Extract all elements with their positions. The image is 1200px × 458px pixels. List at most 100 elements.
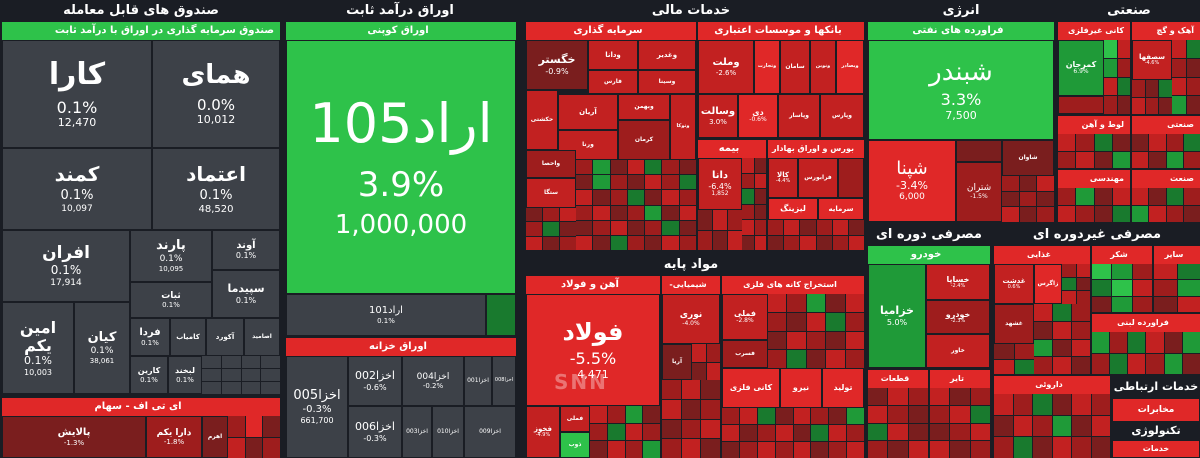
tile-ghshahd[interactable]: غشهد bbox=[994, 304, 1034, 344]
tile-sabat[interactable]: ثبات 0.1% bbox=[130, 282, 212, 318]
tile-vpasar[interactable]: وپاسار bbox=[778, 94, 820, 138]
tile-kamarjan[interactable]: کمرجان 6.9% bbox=[1058, 40, 1104, 96]
tile-kerman[interactable]: کرمان bbox=[618, 120, 670, 160]
tile-akord[interactable]: آکورد bbox=[206, 318, 244, 356]
tile-akhza001[interactable]: اخزا001 bbox=[464, 356, 492, 406]
tile-vsina[interactable]: وسینا bbox=[638, 70, 696, 94]
insurance-small-tiles-2 bbox=[698, 210, 742, 250]
tile-dana[interactable]: دانا -6.4% 1,852 bbox=[698, 158, 742, 210]
tile-karin[interactable]: کارین 0.1% bbox=[130, 356, 168, 394]
tile-arya[interactable]: آریا bbox=[662, 344, 692, 380]
tile-amin-yekom[interactable]: امین یکم 0.1% 10,003 bbox=[2, 302, 74, 394]
tile-metal-mineral[interactable]: کانی فلزی bbox=[722, 368, 780, 408]
group-title-treasury-bonds: اوراق خزانه bbox=[286, 338, 516, 356]
tile-foolad[interactable]: فولاد -5.5% 4,471 bbox=[526, 294, 660, 406]
tile-khgostar[interactable]: خگستر -0.9% bbox=[526, 40, 588, 90]
tile-khodro[interactable]: خودرو -2.3% bbox=[926, 300, 990, 334]
tile-day[interactable]: دی -0.6% bbox=[738, 94, 778, 138]
insurance-small-tiles bbox=[742, 158, 766, 250]
tile-avand[interactable]: آوند 0.1% bbox=[212, 230, 280, 270]
group-title-other: سایر bbox=[1154, 246, 1200, 264]
tile-kala[interactable]: کالا -4.4% bbox=[768, 158, 798, 198]
tile-vdana[interactable]: ودانا bbox=[588, 40, 638, 70]
tile-arad101[interactable]: اراد101 0.1% bbox=[286, 294, 486, 336]
tile-akhza005[interactable]: اخزا005 -0.3% 661,700 bbox=[286, 356, 348, 458]
tile-vahsa[interactable]: واحصا bbox=[526, 150, 576, 178]
tile-ghdasht[interactable]: غدشت 0.6% bbox=[994, 264, 1034, 304]
tile-exchange-other[interactable] bbox=[838, 158, 864, 198]
tile-labkhand[interactable]: لبخند 0.1% bbox=[168, 356, 202, 394]
tile-shetran[interactable]: شتران -1.5% bbox=[956, 162, 1002, 222]
tile-kian[interactable]: کیان 0.1% 38,061 bbox=[74, 302, 130, 394]
ceramic-small-tiles bbox=[1132, 188, 1200, 222]
tile-akhza010[interactable]: اخزا010 bbox=[432, 406, 464, 458]
tile-khsapa[interactable]: خساپا -2.4% bbox=[926, 264, 990, 300]
tile-zob[interactable]: ذوب bbox=[560, 432, 590, 458]
tile-akhza008[interactable]: اخزا008 bbox=[492, 356, 516, 406]
tile-akhza004[interactable]: اخزا004 -0.2% bbox=[402, 356, 464, 406]
tile-farabourse[interactable]: فرابورس bbox=[798, 158, 838, 198]
section-title-technology: تکنولوژی bbox=[1112, 422, 1200, 440]
tile-fsorb[interactable]: فسرب bbox=[722, 340, 768, 368]
tile-etemad[interactable]: اعتماد 0.1% 48,520 bbox=[152, 148, 280, 230]
tile-akhza003[interactable]: اخزا003 bbox=[402, 406, 432, 458]
tile-arian[interactable]: آریان bbox=[558, 94, 618, 130]
tile-fmeli[interactable]: فملی -2.8% bbox=[722, 294, 768, 340]
tile-dara-yekom[interactable]: دارا یکم -1.8% bbox=[146, 416, 202, 458]
tile-vbsader[interactable]: وبصادر bbox=[836, 40, 864, 94]
tile-palayesh[interactable]: پالایش -1.3% bbox=[2, 416, 146, 458]
tile-ahrom[interactable]: اهرم bbox=[202, 416, 228, 458]
tile-shavan[interactable]: شاوان bbox=[1002, 140, 1054, 176]
exchange-small-tiles bbox=[768, 220, 864, 250]
tile-homay[interactable]: همای 0.0% 10,012 bbox=[152, 40, 280, 148]
tile-zagros[interactable]: زاگرس bbox=[1034, 264, 1062, 304]
tile-vbahman[interactable]: وبهمن bbox=[618, 94, 670, 120]
tile-vpars[interactable]: وپارس bbox=[820, 94, 864, 138]
tile-vsalat[interactable]: وسالت 3.0% bbox=[698, 94, 738, 138]
tile-kamand[interactable]: کمند 0.1% 10,097 bbox=[2, 148, 152, 230]
tile-vghadir[interactable]: وغدیر bbox=[638, 40, 696, 70]
tile-coupon-other[interactable] bbox=[486, 294, 516, 336]
tile-vnovin[interactable]: ونوین bbox=[810, 40, 836, 94]
group-industry: صنعتی bbox=[1132, 116, 1200, 168]
tile-vtoka[interactable]: وتوکا bbox=[670, 94, 696, 160]
tile-kara[interactable]: کارا 0.1% 12,470 bbox=[2, 40, 152, 148]
tile-production[interactable]: تولید bbox=[822, 368, 864, 408]
tile-akhza006[interactable]: اخزا006 -0.3% bbox=[348, 406, 402, 458]
group-food: غذایی غدشت 0.6% زاگرس غشهد bbox=[994, 246, 1090, 374]
tile-fkhooz[interactable]: فخوز -4.9% bbox=[526, 406, 560, 458]
tile-power[interactable]: نیرو bbox=[780, 368, 822, 408]
group-sugar: شکر bbox=[1092, 246, 1152, 312]
tile-capital[interactable]: سرمایه bbox=[818, 198, 864, 220]
group-other: سایر bbox=[1154, 246, 1200, 312]
tile-oil-other[interactable] bbox=[956, 140, 1002, 162]
tile-tech-services[interactable]: خدمات bbox=[1112, 440, 1200, 458]
tile-telecom[interactable]: مخابرات bbox=[1112, 398, 1200, 422]
tile-asamid[interactable]: اصامید bbox=[244, 318, 280, 356]
tile-nonmetal-other[interactable] bbox=[1058, 96, 1104, 114]
tile-shepna[interactable]: شپنا -3.4% 6,000 bbox=[868, 140, 956, 222]
tile-khazamia[interactable]: خزامیا 5.0% bbox=[868, 264, 926, 368]
tile-farda[interactable]: فردا 0.1% bbox=[130, 318, 170, 356]
tile-vmellat[interactable]: وملت -2.6% bbox=[698, 40, 754, 94]
group-title-oil-products: فراورده های نفتی bbox=[868, 22, 1054, 40]
tile-akhza002[interactable]: اخزا002 -0.6% bbox=[348, 356, 402, 406]
tile-setga[interactable]: ستگا bbox=[526, 178, 576, 208]
tile-sesofha[interactable]: سصفها -4.6% bbox=[1132, 40, 1172, 80]
tile-arad105[interactable]: اراد105 3.9% 1,000,000 bbox=[286, 40, 516, 294]
group-pharma: داروئی bbox=[994, 376, 1110, 458]
tile-sepidma[interactable]: سپیدما 0.1% bbox=[212, 270, 280, 318]
tile-kamyab[interactable]: کامیاب bbox=[170, 318, 206, 356]
tile-fmeli-steel[interactable]: فملی bbox=[560, 406, 590, 432]
tile-vtejarat[interactable]: وتجارت bbox=[754, 40, 780, 94]
tile-akhza009[interactable]: اخزا009 bbox=[464, 406, 516, 458]
tile-hakeshti[interactable]: حکشتی bbox=[526, 90, 558, 150]
tile-fars[interactable]: فارس bbox=[588, 70, 638, 94]
tile-parand[interactable]: پارند 0.1% 10,095 bbox=[130, 230, 212, 282]
tile-saman[interactable]: سامان bbox=[780, 40, 810, 94]
tile-noori[interactable]: نوری -4.0% bbox=[662, 294, 720, 344]
tile-khavar[interactable]: خاور bbox=[926, 334, 990, 368]
tile-shabandar[interactable]: شبندر 3.3% 7,500 bbox=[868, 40, 1054, 140]
tile-afran[interactable]: افران 0.1% 17,914 bbox=[2, 230, 130, 302]
tile-leasing[interactable]: لیزینگ bbox=[768, 198, 818, 220]
